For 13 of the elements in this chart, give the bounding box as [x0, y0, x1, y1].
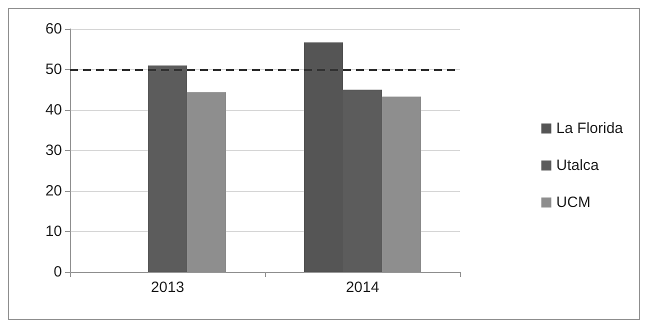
- y-tick-label: 60: [45, 20, 62, 38]
- y-tick-label: 30: [45, 142, 62, 159]
- y-tick-label: 20: [45, 182, 62, 200]
- bar: [148, 65, 187, 272]
- x-tick-label: 2013: [150, 279, 184, 296]
- legend-label: UCM: [556, 194, 590, 211]
- y-tick-label: 50: [45, 61, 62, 78]
- legend-label: Utalca: [556, 157, 600, 174]
- x-tick-label: 2014: [346, 279, 380, 296]
- y-tick-label: 0: [54, 264, 62, 280]
- y-tick-label: 10: [45, 223, 62, 240]
- y-tick-label: 40: [45, 102, 62, 118]
- legend-label: La Florida: [556, 120, 624, 137]
